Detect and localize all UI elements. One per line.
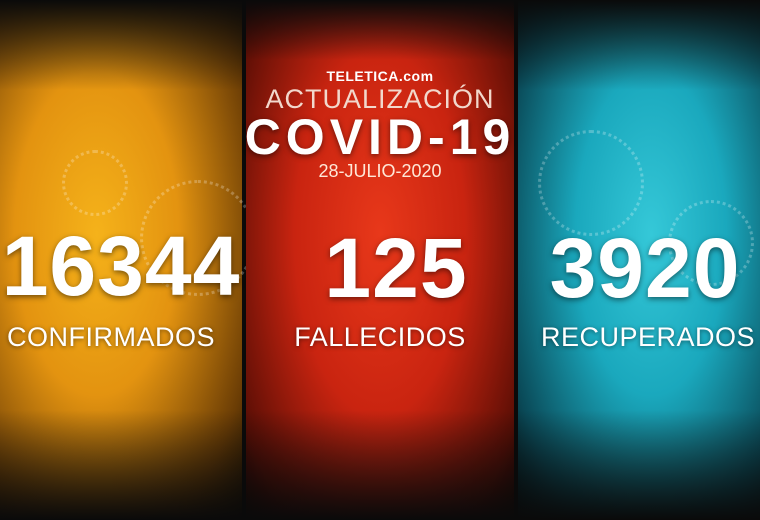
header-date: 28-JULIO-2020 <box>318 161 442 181</box>
confirmed-panel <box>0 0 256 520</box>
deaths-panel <box>246 0 514 520</box>
recovered-count: 3920 <box>549 221 741 315</box>
recovered-panel <box>518 0 760 520</box>
virus-illustration <box>62 150 128 216</box>
deaths-label: FALLECIDOS <box>294 322 466 352</box>
brand-logo: TELETICA.com <box>326 68 434 84</box>
virus-illustration <box>668 200 754 286</box>
header-kicker: ACTUALIZACIÓN <box>265 84 495 114</box>
recovered-label: RECUPERADOS <box>540 322 756 352</box>
deaths-count: 125 <box>324 221 468 315</box>
virus-illustration <box>538 130 644 236</box>
header-title: COVID-19 <box>244 109 516 165</box>
confirmed-label: CONFIRMADOS <box>7 322 215 352</box>
confirmed-count: 16344 <box>1 219 241 313</box>
